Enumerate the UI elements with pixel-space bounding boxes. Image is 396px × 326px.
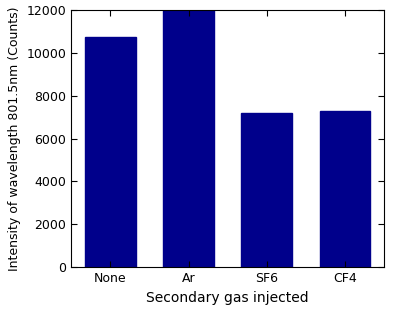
- Bar: [85, 37, 136, 267]
- Bar: [320, 111, 370, 267]
- X-axis label: Secondary gas injected: Secondary gas injected: [147, 291, 309, 305]
- Bar: [242, 113, 292, 267]
- Bar: [163, 10, 214, 267]
- Y-axis label: Intensity of wavelength 801.5nm (Counts): Intensity of wavelength 801.5nm (Counts): [8, 6, 21, 271]
